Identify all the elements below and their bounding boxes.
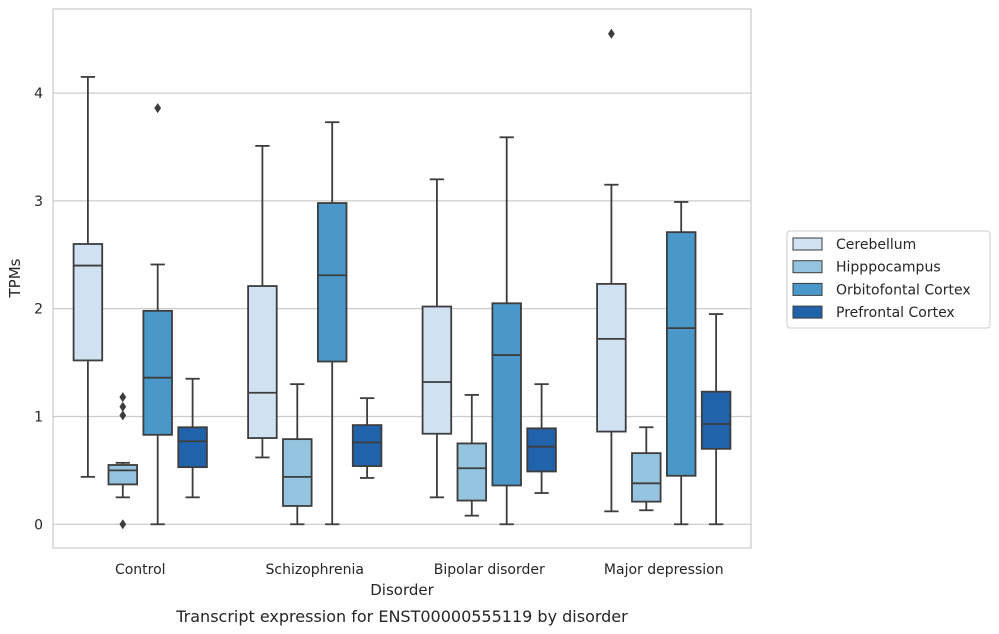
box-orbitofontal-cortex bbox=[665, 201, 697, 526]
legend-swatch bbox=[792, 305, 823, 319]
box-prefrontal-cortex bbox=[700, 313, 732, 526]
box-prefrontal-cortex bbox=[351, 397, 383, 479]
outlier-point bbox=[608, 28, 615, 39]
legend-swatch bbox=[792, 260, 823, 274]
legend-label: Prefrontal Cortex bbox=[836, 305, 955, 321]
box-hipppocampus bbox=[107, 392, 139, 530]
box-cerebellum bbox=[421, 178, 453, 499]
y-tick-label: 1 bbox=[34, 409, 43, 425]
box-body bbox=[526, 427, 557, 473]
legend-label: Cerebellum bbox=[836, 237, 916, 253]
x-axis-label: Disorder bbox=[370, 581, 434, 599]
box-orbitofontal-cortex bbox=[491, 136, 522, 526]
outlier-point bbox=[119, 410, 127, 421]
box-body bbox=[665, 231, 697, 477]
legend-label: Hipppocampus bbox=[836, 260, 941, 276]
box-hipppocampus bbox=[282, 383, 313, 526]
plot-frame bbox=[52, 8, 752, 549]
box-prefrontal-cortex bbox=[177, 377, 208, 499]
box-cerebellum bbox=[596, 28, 627, 513]
outlier-point bbox=[119, 392, 127, 403]
box-body bbox=[142, 309, 173, 436]
legend-swatch bbox=[792, 282, 823, 296]
outlier-point bbox=[154, 103, 162, 114]
box-hipppocampus bbox=[456, 394, 488, 517]
y-tick-label: 0 bbox=[34, 517, 43, 533]
x-tick-label: Schizophrenia bbox=[266, 562, 364, 578]
box-body bbox=[282, 438, 313, 507]
y-axis-label: TPMs bbox=[6, 258, 24, 298]
y-tick-label: 3 bbox=[34, 194, 43, 210]
outlier-point bbox=[119, 519, 127, 530]
boxes bbox=[72, 28, 732, 530]
box-body bbox=[700, 390, 732, 450]
box-prefrontal-cortex bbox=[526, 383, 557, 494]
x-tick-label: Major depression bbox=[604, 562, 724, 578]
box-body bbox=[72, 243, 104, 362]
legend-label: Orbitofontal Cortex bbox=[836, 282, 971, 298]
box-body bbox=[631, 452, 662, 503]
legend-frame bbox=[786, 230, 991, 329]
box-body bbox=[596, 282, 627, 433]
box-body bbox=[491, 302, 522, 487]
y-tick-label: 2 bbox=[34, 302, 43, 318]
legend-swatch bbox=[792, 237, 823, 251]
box-body bbox=[177, 426, 208, 469]
y-tick-label: 4 bbox=[34, 86, 43, 102]
legend: Cerebellum Hipppocampus Orbitofontal Corte… bbox=[786, 230, 991, 329]
chart-caption: Transcript expression for ENST0000055511… bbox=[175, 607, 628, 626]
box-orbitofontal-cortex bbox=[316, 121, 348, 526]
box-cerebellum bbox=[247, 145, 278, 459]
box-cerebellum bbox=[72, 76, 104, 478]
box-orbitofontal-cortex bbox=[142, 103, 173, 526]
box-hipppocampus bbox=[631, 426, 662, 512]
box-body bbox=[316, 202, 348, 363]
x-tick-label: Bipolar disorder bbox=[434, 562, 545, 578]
box-body bbox=[351, 424, 383, 467]
x-tick-label: Control bbox=[115, 562, 166, 578]
outlier-point bbox=[119, 401, 127, 412]
box-body bbox=[247, 285, 278, 439]
box-body bbox=[456, 442, 488, 502]
box-body bbox=[421, 305, 453, 435]
box-body bbox=[107, 464, 139, 486]
y-axis-ticks: 0 1 2 3 4 bbox=[34, 86, 43, 533]
x-axis-ticks: Control Schizophrenia Bipolar disorder Majo… bbox=[115, 562, 724, 578]
